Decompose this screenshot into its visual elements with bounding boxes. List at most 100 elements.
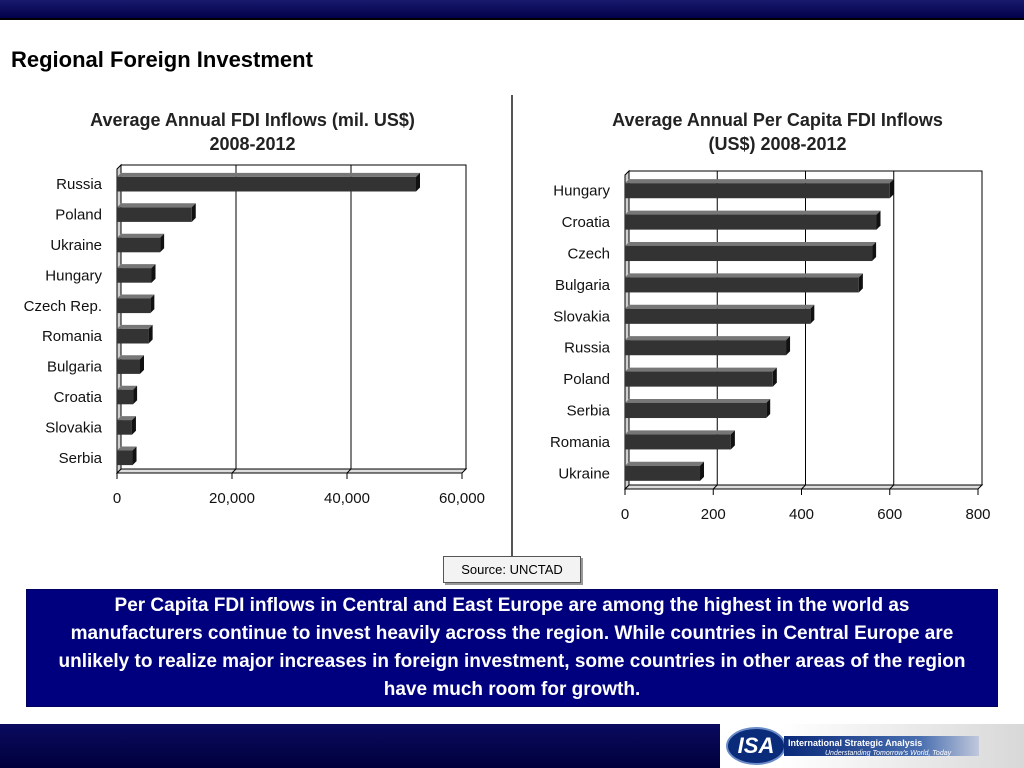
bar <box>625 308 811 324</box>
top-band <box>0 0 1024 20</box>
chart-title-line-1: Average Annual Per Capita FDI Inflows <box>612 110 943 130</box>
bar <box>625 340 787 356</box>
bar <box>625 245 873 262</box>
bar-top-face <box>625 398 771 403</box>
bar-top-face <box>117 324 153 329</box>
bar <box>117 176 416 192</box>
bar-top-face <box>117 203 196 208</box>
company-logo: ISA International Strategic Analysis Und… <box>720 724 1024 768</box>
bar-end-face <box>140 355 144 374</box>
bar-top-face <box>117 172 420 177</box>
bar-top-face <box>117 233 165 238</box>
tick-label: 400 <box>789 506 814 523</box>
bar-top-face <box>625 367 777 372</box>
bar-end-face <box>148 324 153 344</box>
bar <box>117 328 149 344</box>
tick-label: 200 <box>701 506 726 523</box>
category-label: Serbia <box>567 403 611 420</box>
category-label: Romania <box>42 328 103 345</box>
bar <box>117 298 151 314</box>
category-label: Poland <box>563 371 610 388</box>
category-label: Ukraine <box>558 465 610 482</box>
bar-top-face <box>117 446 137 451</box>
tick-label: 0 <box>621 506 629 523</box>
bar-end-face <box>151 264 156 283</box>
divider-line <box>511 95 513 585</box>
chart-title-fdi-inflows: Average Annual FDI Inflows (mil. US$) 20… <box>40 108 465 156</box>
gridline-floor <box>801 484 806 490</box>
category-label: Bulgaria <box>47 359 103 376</box>
bar <box>625 465 701 481</box>
gridline-floor <box>231 468 237 474</box>
bar <box>625 434 731 450</box>
summary-text: Per Capita FDI inflows in Central and Ea… <box>58 595 966 700</box>
bar-end-face <box>858 273 863 293</box>
bar-end-face <box>150 294 155 314</box>
tick-label: 60,000 <box>439 490 485 507</box>
bar <box>117 207 192 222</box>
category-label: Hungary <box>553 183 610 200</box>
bar-top-face <box>117 385 138 390</box>
bar-end-face <box>810 304 815 324</box>
gridline-floor <box>712 484 718 490</box>
category-label: Hungary <box>45 267 102 284</box>
bar-end-face <box>191 203 196 222</box>
slide-title: Regional Foreign Investment <box>11 47 313 72</box>
logo-globe-icon: ISA <box>726 727 786 765</box>
bar-top-face <box>117 294 155 299</box>
bar-end-face <box>416 172 420 192</box>
source-box: Source: UNCTAD <box>443 556 581 583</box>
logo-tagline: Understanding Tomorrow's World, Today <box>825 750 952 757</box>
category-label: Slovakia <box>553 308 610 325</box>
category-label: Croatia <box>562 214 611 231</box>
bar <box>117 389 134 405</box>
bar <box>625 371 773 387</box>
tick-label: 600 <box>877 506 902 523</box>
category-label: Serbia <box>59 450 103 467</box>
tick-label: 0 <box>113 490 121 507</box>
category-label: Czech Rep. <box>24 298 102 315</box>
bar-end-face <box>872 241 877 262</box>
bar-top-face <box>625 241 877 246</box>
tick-label: 40,000 <box>324 490 370 507</box>
bar <box>625 183 890 199</box>
tick-label: 20,000 <box>209 490 255 507</box>
bar-end-face <box>889 179 894 199</box>
category-label: Bulgaria <box>555 277 611 294</box>
bar-end-face <box>133 385 138 405</box>
bar-top-face <box>625 304 815 309</box>
bar-end-face <box>786 336 791 356</box>
chart-title-line-2: (US$) 2008-2012 <box>708 134 847 154</box>
logo-name: International Strategic Analysis <box>788 738 923 748</box>
bar <box>117 359 140 374</box>
bar-end-face <box>730 430 735 450</box>
bar <box>117 450 133 466</box>
category-label: Russia <box>56 176 103 193</box>
charts-canvas: Russia Poland Ukraine Hungary Czech Rep. Roma… <box>24 163 991 523</box>
bar <box>117 268 152 283</box>
bar <box>625 277 859 293</box>
chart-title-line-2: 2008-2012 <box>209 134 296 154</box>
bar-top-face <box>625 210 881 215</box>
chart-title-per-capita-fdi: Average Annual Per Capita FDI Inflows (U… <box>560 108 995 156</box>
bar-end-face <box>772 367 777 387</box>
category-label: Ukraine <box>50 237 102 254</box>
category-label: Czech <box>567 246 610 263</box>
bar-top-face <box>117 355 144 360</box>
plot-floor <box>115 468 468 474</box>
category-label: Slovakia <box>45 419 102 436</box>
bar-top-face <box>625 273 863 278</box>
logo-band <box>784 736 979 756</box>
bar-end-face <box>766 398 771 419</box>
bar <box>117 420 132 435</box>
chart-title-line-1: Average Annual FDI Inflows (mil. US$) <box>90 110 415 130</box>
bar-end-face <box>132 446 137 466</box>
gridline-floor <box>889 484 895 490</box>
bar-top-face <box>625 179 894 184</box>
summary-box: Per Capita FDI inflows in Central and Ea… <box>26 589 998 707</box>
bar <box>625 214 877 230</box>
bar-end-face <box>131 416 136 435</box>
bar-end-face <box>700 461 705 481</box>
bar-top-face <box>117 416 136 421</box>
bar <box>117 237 161 253</box>
